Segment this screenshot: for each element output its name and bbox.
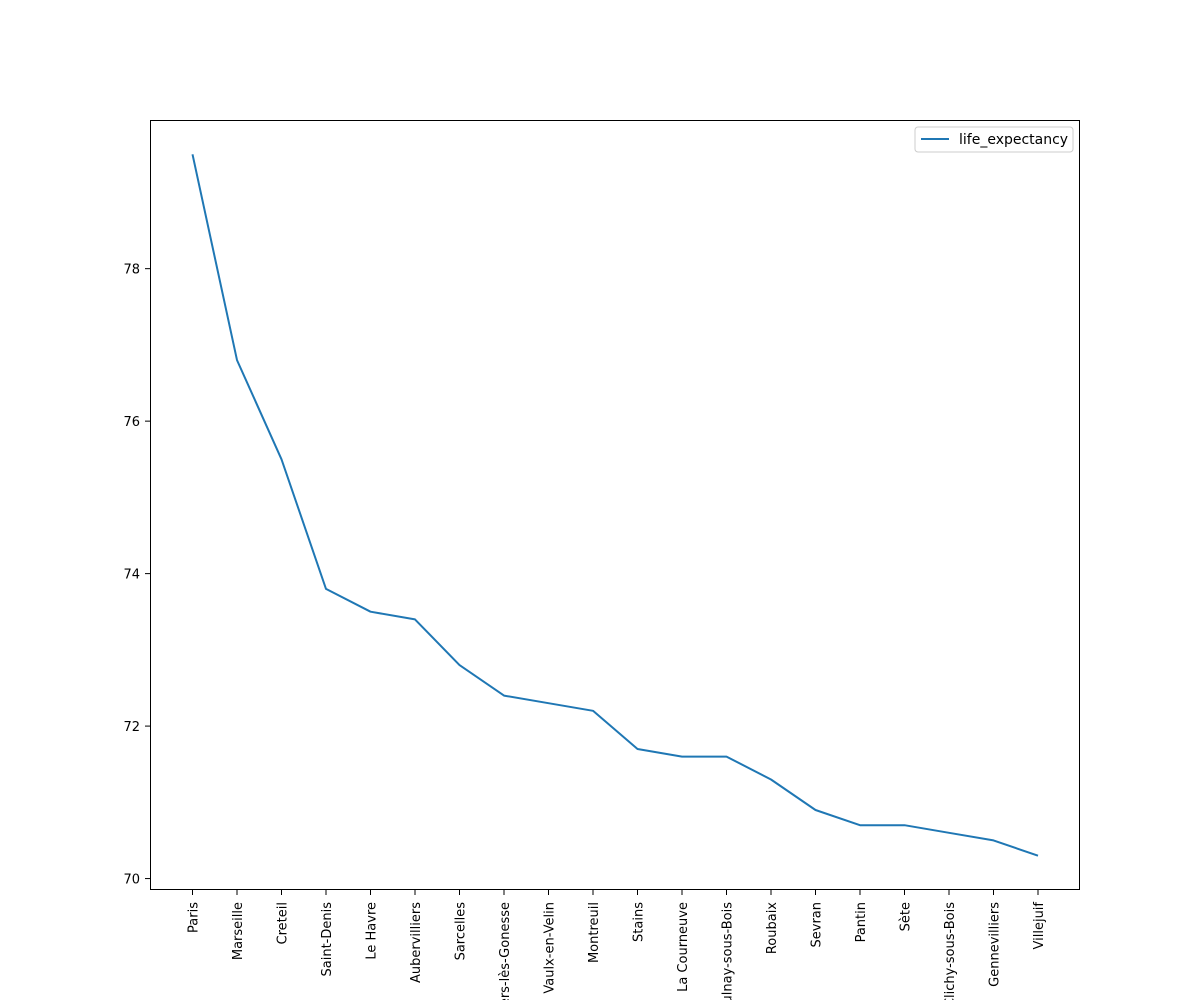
x-tick-label: Stains [632, 902, 647, 942]
x-tick-label: Sète [899, 902, 914, 931]
x-tick-label: Sarcelles [454, 902, 469, 961]
y-tick-label: 72 [123, 720, 140, 735]
x-tick-label: Marseille [231, 902, 246, 960]
plot-background [150, 120, 1080, 890]
x-tick-label: La Courneuve [676, 902, 691, 992]
x-tick-label: Vaulx-en-Velin [543, 902, 558, 994]
x-tick-label: Sevran [810, 902, 825, 948]
x-tick-label: Montreuil [587, 902, 602, 963]
series-layer [191, 154, 1039, 857]
legend: life_expectancy [914, 126, 1074, 153]
x-axis: Paris Marseille Creteil Saint-Denis Le Havre… [187, 890, 1047, 1000]
x-tick-label: Gennevilliers [988, 902, 1003, 987]
x-tick-label: Creteil [276, 902, 291, 944]
y-tick-label: 70 [123, 873, 140, 888]
x-tick-label: Le Havre [365, 902, 380, 960]
legend-box [914, 126, 1074, 153]
y-tick-label: 78 [123, 263, 140, 278]
x-tick-label: Aubervilliers [409, 902, 424, 983]
x-tick-label: Roubaix [765, 902, 780, 954]
y-tick-label: 74 [123, 568, 140, 583]
x-tick-label: Villiers-lès-Gonesse [498, 902, 513, 1000]
series-line [191, 154, 1039, 857]
plot-frame [150, 120, 1080, 890]
x-tick-label: Clichy-sous-Bois [943, 902, 958, 1000]
legend-label: life_expectancy [959, 132, 1068, 148]
x-tick-label: Pantin [854, 902, 869, 942]
x-tick-label: Villejuif [1032, 902, 1047, 950]
x-tick-label: Paris [187, 902, 202, 933]
y-tick-label: 76 [123, 415, 140, 430]
y-axis: 70 72 74 76 78 [123, 263, 150, 888]
x-tick-label: Aulnay-sous-Bois [721, 902, 736, 1000]
x-tick-label: Saint-Denis [320, 902, 335, 977]
